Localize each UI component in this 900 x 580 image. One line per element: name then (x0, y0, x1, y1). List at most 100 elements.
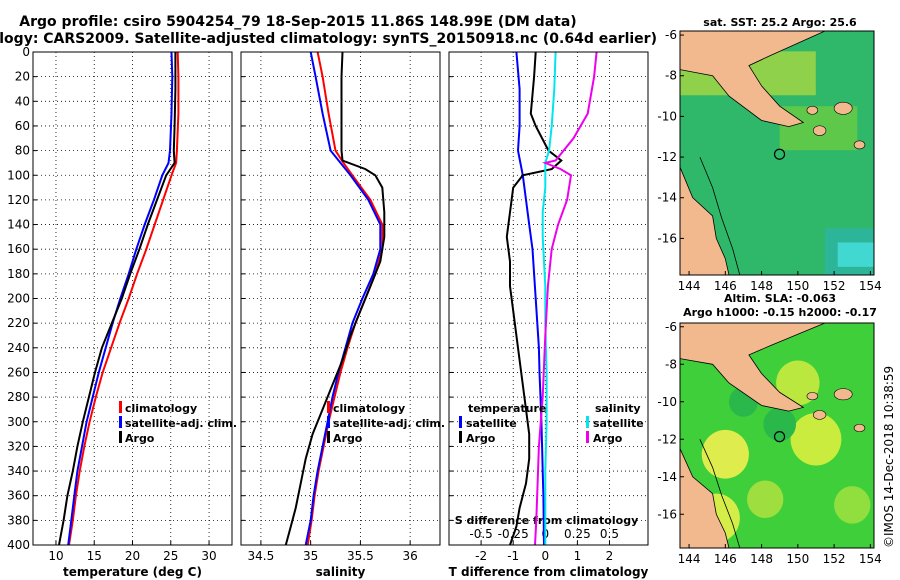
series-line-satellite-adj-clim- (304, 51, 382, 546)
y-tick-label: 200 (7, 292, 30, 306)
legend-swatch (459, 431, 462, 443)
series-line-t-argo (505, 51, 563, 546)
legend-swatch (459, 416, 462, 428)
x-axis-label: salinity (316, 565, 366, 579)
legend-label: satellite-adj. clim. (125, 417, 237, 430)
legend-label: satellite (593, 417, 644, 430)
sst-map-title: sat. SST: 25.2 Argo: 25.6 (703, 16, 857, 29)
legend-title-temperature: temperature (468, 402, 546, 415)
axes-frame (240, 51, 441, 546)
land-island (853, 140, 866, 150)
x-tick-label: 30 (201, 549, 216, 563)
y-tick-label: 140 (7, 218, 30, 232)
x-tick-label: 34.5 (248, 549, 275, 563)
s-tick-label: 0.5 (600, 527, 619, 541)
legend-swatch (586, 431, 589, 443)
x-tick-label: -2 (475, 549, 487, 563)
y-tick-label: 260 (7, 365, 30, 379)
y-tick-label: 340 (7, 464, 30, 478)
sla-anomaly-blob (747, 480, 784, 518)
sla-map-title: Altim. SLA: -0.063 (724, 292, 836, 305)
s-tick-label: 0.25 (564, 527, 591, 541)
sla-anomaly-blob (701, 429, 749, 479)
axes-frame (448, 51, 649, 546)
land-island (833, 101, 853, 115)
salinity-panel: 34.5 35 35.5 36 salinity climatology satellite… (240, 51, 445, 579)
map-x-tick-label: 144 (678, 279, 701, 293)
series-line-satellite-adj-clim- (67, 51, 174, 546)
y-tick-label: 60 (15, 119, 30, 133)
s-axis-label: S difference from climatology (455, 514, 639, 527)
map-y-tick-label: -10 (657, 395, 677, 409)
x-tick-label: 15 (87, 549, 102, 563)
map-frame (679, 322, 875, 549)
series-line-s-satellite (541, 51, 557, 545)
map-x-tick-label: 146 (714, 279, 737, 293)
map-body (680, 31, 874, 275)
legend-label: climatology (333, 402, 405, 415)
legend-label: climatology (125, 402, 197, 415)
map-x-tick-label: 150 (786, 279, 809, 293)
x-tick-label: 2 (606, 549, 614, 563)
legend-label: satellite (466, 417, 517, 430)
y-tick-label: 320 (7, 439, 30, 453)
legend-swatch (327, 401, 330, 413)
title-line-2: Climatology: CARS2009. Satellite-adjuste… (0, 31, 657, 47)
series-line-s-argo (534, 51, 598, 546)
cool-patch (837, 242, 874, 267)
legend-swatch (327, 416, 330, 428)
sst-map-panel: sat. SST: 25.2 Argo: 25.6 144 146 148 150 152… (657, 16, 881, 293)
y-tick-label: 40 (15, 94, 30, 108)
map-x-tick-label: 154 (859, 552, 882, 566)
y-tick-label: 360 (7, 489, 30, 503)
map-y-tick-label: -8 (665, 357, 677, 371)
y-tick-label: 120 (7, 193, 30, 207)
legend-swatch (119, 431, 122, 443)
legend-title-salinity: salinity (595, 402, 641, 415)
sla-map-subtitle: Argo h1000: -0.15 h2000: -0.17 (683, 306, 877, 319)
argo-float-marker (773, 148, 786, 160)
y-tick-label: 300 (7, 415, 30, 429)
x-tick-label: 25 (163, 549, 178, 563)
x-axis-label: T difference from climatology (449, 565, 649, 579)
map-y-tick-label: -6 (665, 320, 677, 334)
land-island (806, 392, 819, 401)
map-frame (679, 30, 875, 276)
map-x-tick-label: 152 (823, 552, 846, 566)
map-y-tick-label: -14 (657, 191, 677, 205)
land-australia (680, 167, 730, 275)
sla-anomaly-blob (790, 413, 842, 466)
land-island (812, 125, 827, 136)
y-tick-label: 160 (7, 242, 30, 256)
argo-float-marker (773, 431, 786, 443)
x-tick-label: 35.5 (347, 549, 374, 563)
legend-label: Argo (593, 432, 623, 445)
series-line-argo (284, 51, 386, 546)
map-x-tick-label: 146 (714, 552, 737, 566)
legend-swatch (119, 416, 122, 428)
legend-label: Argo (333, 432, 363, 445)
map-x-tick-label: 150 (786, 552, 809, 566)
map-x-tick-label: 148 (750, 552, 773, 566)
reef-contour (699, 156, 741, 275)
map-x-tick-label: 144 (678, 552, 701, 566)
map-y-tick-label: -16 (657, 507, 677, 521)
land-island (812, 410, 827, 420)
title-line-1: Argo profile: csiro 5904254_79 18-Sep-20… (19, 14, 576, 30)
y-tick-label: 240 (7, 341, 30, 355)
axes-frame (32, 51, 233, 546)
series-line-t-satellite (515, 51, 545, 546)
x-tick-label: 10 (48, 549, 63, 563)
map-y-tick-label: -12 (657, 150, 677, 164)
map-x-tick-label: 154 (859, 279, 882, 293)
land-australia (680, 448, 730, 548)
legend-swatch (586, 416, 589, 428)
y-tick-label: 100 (7, 168, 30, 182)
x-tick-label: -1 (507, 549, 519, 563)
temperature-panel: 0 20 40 60 80 100 120 140 160 180 200 220 240 260 280 3… (7, 45, 237, 579)
map-x-tick-label: 152 (823, 279, 846, 293)
x-tick-label: 35 (303, 549, 318, 563)
y-tick-label: 280 (7, 390, 30, 404)
map-y-tick-label: -8 (665, 69, 677, 83)
